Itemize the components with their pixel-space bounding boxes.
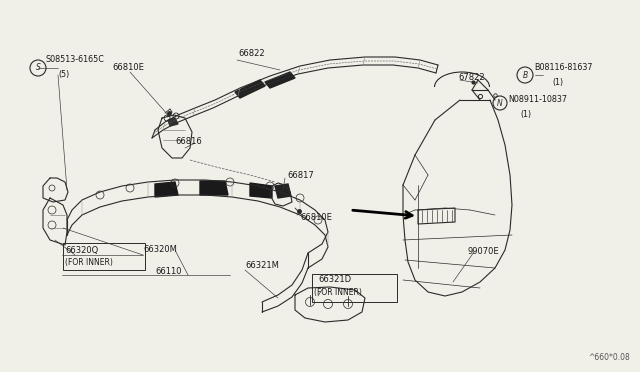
- Text: 66810E: 66810E: [112, 64, 144, 73]
- Text: (1): (1): [552, 77, 563, 87]
- Polygon shape: [250, 183, 272, 198]
- Text: 66320Q: 66320Q: [65, 246, 99, 254]
- Text: (5): (5): [58, 70, 69, 78]
- Text: 66320M: 66320M: [143, 246, 177, 254]
- Polygon shape: [265, 72, 295, 88]
- Bar: [63, 243, 145, 270]
- Polygon shape: [155, 182, 178, 197]
- Text: 66822: 66822: [238, 48, 264, 58]
- Text: ^660*0.08: ^660*0.08: [588, 353, 630, 362]
- Text: (1): (1): [520, 109, 531, 119]
- Text: (FOR INNER): (FOR INNER): [65, 259, 113, 267]
- Text: N08911-10837: N08911-10837: [508, 96, 567, 105]
- Text: (FOR INNER): (FOR INNER): [314, 289, 362, 298]
- Text: 66321M: 66321M: [245, 260, 279, 269]
- Text: 66110: 66110: [155, 267, 182, 276]
- Text: 66816: 66816: [175, 138, 202, 147]
- Text: 99070E: 99070E: [467, 247, 499, 257]
- Text: S: S: [36, 64, 40, 73]
- Polygon shape: [275, 184, 291, 198]
- Polygon shape: [168, 118, 178, 126]
- Text: B: B: [522, 71, 527, 80]
- Text: 66817: 66817: [287, 171, 314, 180]
- Bar: [312, 274, 397, 302]
- Text: B08116-81637: B08116-81637: [534, 64, 593, 73]
- Polygon shape: [235, 80, 265, 98]
- Text: 66321D: 66321D: [318, 276, 351, 285]
- Text: 67822: 67822: [458, 74, 484, 83]
- Text: S08513-6165C: S08513-6165C: [45, 55, 104, 64]
- Text: 66810E: 66810E: [300, 214, 332, 222]
- Text: N: N: [497, 99, 503, 108]
- Polygon shape: [200, 181, 228, 195]
